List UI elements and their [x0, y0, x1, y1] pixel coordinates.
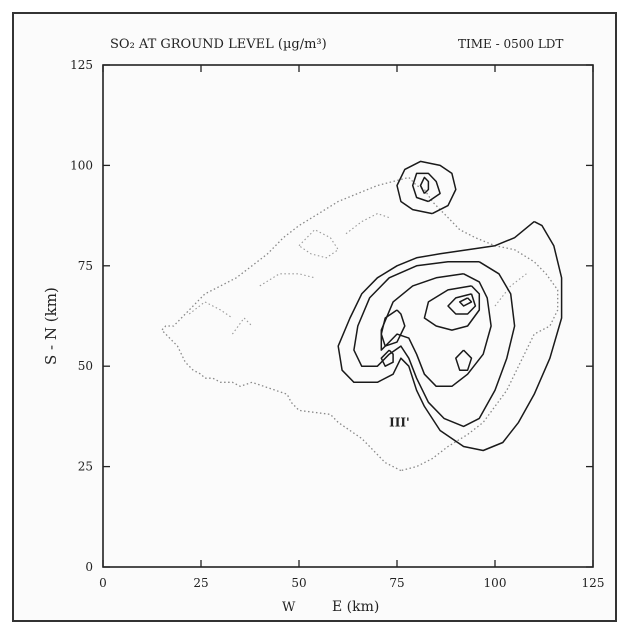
y-tick-label: 25: [78, 460, 93, 474]
contour-lines: [337, 160, 563, 452]
concentration-contour: [380, 349, 394, 367]
plot-area: [102, 64, 594, 568]
x-tick-label: 0: [99, 576, 107, 590]
terrain-line: [231, 317, 253, 335]
chart-title: SO₂ AT GROUND LEVEL (µg/m³): [110, 37, 327, 52]
concentration-contour: [419, 176, 430, 195]
y-tick-label: 100: [70, 158, 93, 172]
y-axis-label: S - N (km): [42, 287, 60, 365]
y-tick-label: 0: [85, 560, 93, 574]
figure-frame: [12, 12, 617, 622]
terrain-line: [259, 273, 315, 287]
concentration-contour: [423, 285, 481, 331]
concentration-contour: [458, 297, 473, 307]
time-label: TIME - 0500 LDT: [458, 37, 563, 51]
concentration-contour: [353, 261, 516, 428]
concentration-contour: [447, 293, 477, 315]
axis-ticks: [102, 64, 594, 568]
site-annotation: III': [389, 415, 410, 429]
concentration-contour: [396, 160, 457, 215]
y-tick-labels: 0 25 50 75 100 125: [70, 58, 93, 574]
y-tick-label: 125: [70, 58, 93, 72]
y-tick-label: 75: [78, 259, 93, 273]
coastline: [160, 176, 559, 472]
concentration-contour: [455, 349, 473, 371]
terrain-line: [494, 273, 527, 307]
terrain-line: [298, 229, 339, 259]
x-axis-prefix: W: [282, 600, 296, 615]
terrain-line: [188, 301, 233, 319]
x-tick-labels: 0 25 50 75 100 125: [99, 576, 604, 590]
x-axis-label: E (km): [332, 599, 379, 615]
y-tick-label: 50: [78, 359, 93, 373]
concentration-contour: [380, 309, 406, 347]
terrain-line: [345, 213, 390, 235]
concentration-contour: [380, 273, 492, 388]
concentration-contour: [411, 172, 441, 203]
x-tick-label: 100: [484, 576, 507, 590]
x-tick-label: 125: [582, 576, 605, 590]
x-tick-label: 25: [193, 576, 208, 590]
x-tick-label: 75: [389, 576, 404, 590]
x-tick-label: 50: [291, 576, 306, 590]
concentration-contour: [337, 220, 563, 452]
coastline-outline: [160, 176, 559, 472]
